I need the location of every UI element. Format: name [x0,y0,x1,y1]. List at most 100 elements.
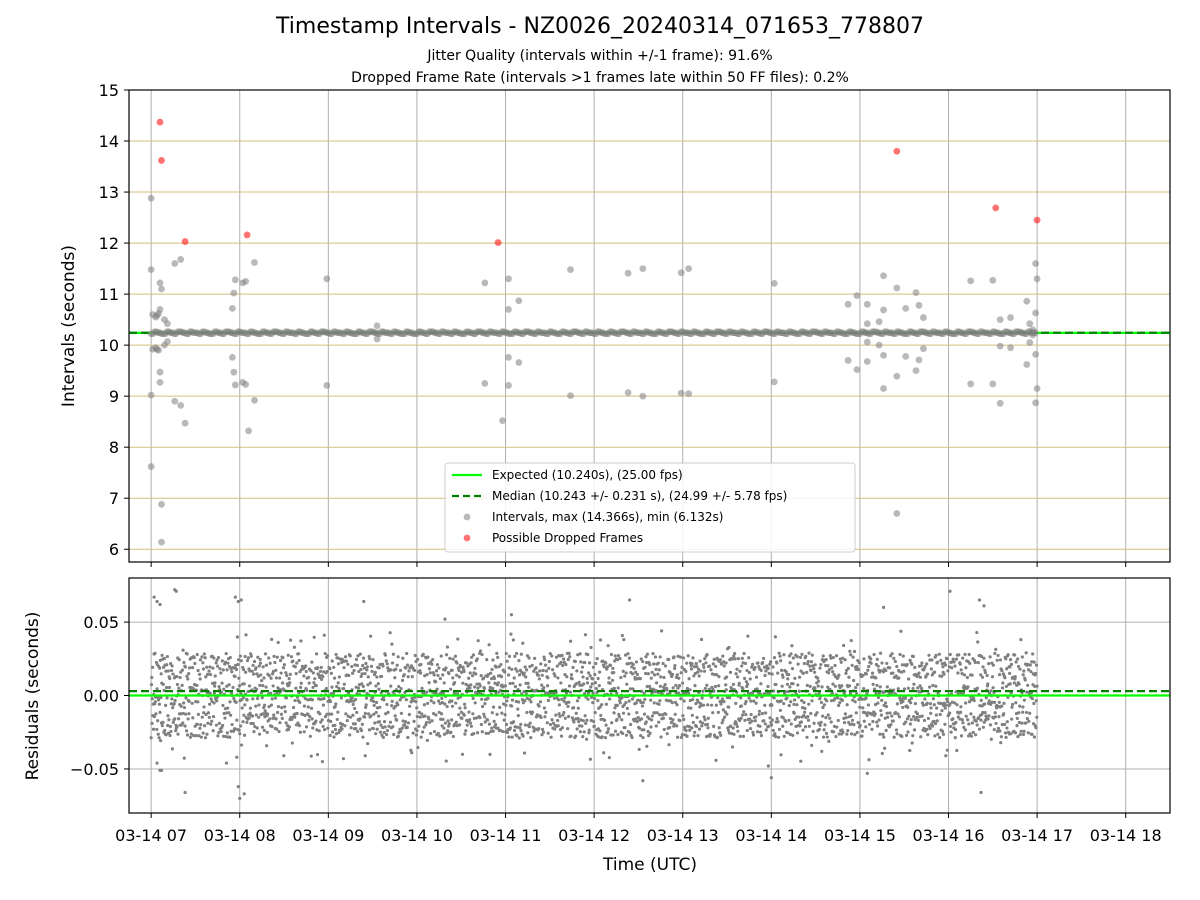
residual-point [728,670,733,674]
top-data-points [147,118,1041,546]
residual-point [456,696,460,700]
residual-point [198,677,202,681]
residual-point [778,654,782,658]
residual-point [1014,701,1018,705]
residual-point [262,676,266,680]
residual-point [713,684,717,689]
residual-point [615,703,619,708]
residual-point [164,733,168,737]
residual-point [690,662,694,666]
residual-point [908,748,912,753]
residual-point [170,664,174,668]
residual-point [504,651,508,656]
residual-point [894,711,898,715]
residual-point [332,735,336,739]
residual-point [391,725,395,729]
residual-point [156,732,160,736]
residual-point [284,696,289,700]
interval-point [147,391,155,399]
residual-point [994,721,998,726]
residual-point [864,725,868,729]
residual-point [701,721,705,725]
interval-point [1032,399,1040,407]
residual-point [239,743,244,747]
residual-point [1030,732,1034,736]
residual-point [915,715,919,720]
interval-point [499,417,506,425]
residual-point [474,672,478,676]
residual-point [153,700,157,704]
residual-point [1014,660,1018,664]
residual-point [779,668,784,673]
residual-point [764,669,768,673]
residual-point [591,701,595,705]
residual-point [706,716,710,720]
residual-point [598,729,602,733]
residual-point [782,734,786,738]
residual-point [551,721,556,725]
residual-point [791,682,795,686]
residual-point [886,715,890,719]
residual-point [469,661,473,665]
residual-point [926,733,930,737]
residual-point [760,711,764,716]
residual-point [249,654,253,658]
residual-point [881,732,885,736]
residual-point [208,702,212,706]
residual-point [267,705,271,709]
residual-point [840,684,844,688]
residual-point [975,630,979,635]
residual-point [1018,732,1022,737]
residual-point [377,714,381,718]
residual-point [911,686,915,691]
residual-point [585,718,589,722]
residual-point [548,651,552,656]
residual-point [159,696,163,700]
interval-point [147,266,155,274]
residual-point [876,695,881,700]
residual-point [399,729,403,733]
residual-point [829,699,834,703]
residual-point [654,724,658,728]
residual-point [311,685,315,690]
residual-point [1022,729,1026,733]
residual-point [576,716,580,721]
residual-point [978,704,982,708]
interval-point [515,297,523,305]
interval-point [505,275,512,283]
residual-point [229,713,233,717]
residual-point [581,675,585,679]
residual-point [777,727,782,731]
residual-point [281,666,286,670]
residual-point [670,672,675,676]
residual-point [320,759,325,764]
residual-point [915,712,920,716]
residual-point [270,724,274,729]
residual-point [283,705,287,709]
residual-point [685,661,689,665]
residual-point [276,704,281,709]
residual-point [667,743,671,747]
residual-point [624,700,628,705]
interval-point [245,427,253,435]
residual-point [575,727,579,731]
residual-point [820,749,824,753]
residual-point [739,704,743,708]
residual-point [428,720,432,724]
residual-point [816,684,820,688]
residual-point [294,686,298,690]
residual-point [481,676,486,680]
residual-point [156,719,160,723]
residual-point [933,721,938,726]
interval-point [155,346,162,354]
residual-point [647,684,652,688]
residual-point [991,686,995,690]
residual-point [226,706,230,710]
interval-point [1029,331,1037,339]
residual-point [180,668,185,672]
residual-point [540,727,545,731]
residual-point [999,741,1003,745]
residual-point [523,699,527,703]
residual-point [486,731,491,735]
residual-point [426,661,431,666]
